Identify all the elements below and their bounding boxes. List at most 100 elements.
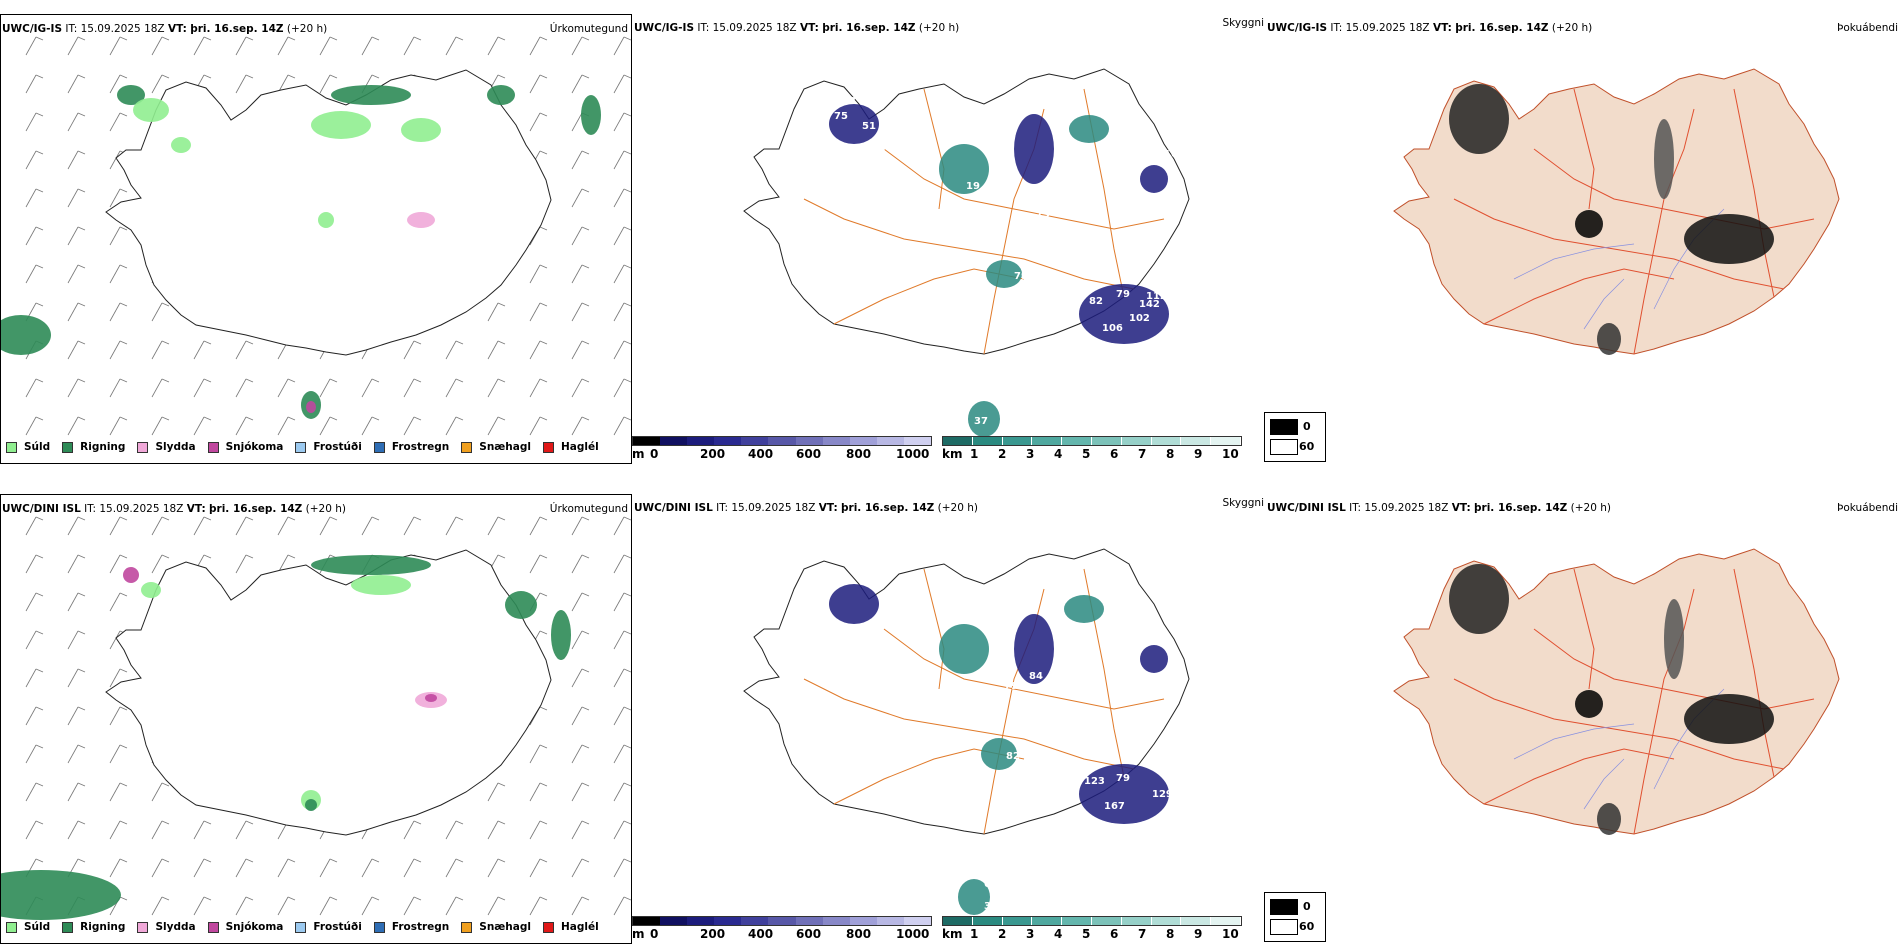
colorbar-tick: 400 <box>748 447 774 461</box>
fog-legend: 0 60 <box>1264 892 1326 942</box>
legend-item: Slydda <box>137 441 196 453</box>
legend-swatch <box>461 921 473 933</box>
ceiling-value-label: 75 <box>834 111 848 122</box>
legend-item: Súld <box>6 441 50 453</box>
visibility-title: Skyggni <box>1222 497 1265 509</box>
ceiling-value-label: 32 <box>984 901 998 912</box>
fog-panel-top: UWC/IG-IS IT: 15.09.2025 18Z VT: þri. 16… <box>1264 14 1900 464</box>
model-name: UWC/IG-IS <box>2 23 63 35</box>
colorbar-tick: 3 <box>1026 447 1035 461</box>
colorbar-ceiling: m 0 200 400 600 800 1000 <box>632 916 932 941</box>
visibility-title: Skyggni <box>1222 17 1265 29</box>
legend-label: Slydda <box>155 921 196 933</box>
ceiling-panel-bottom: UWC/DINI ISL IT: 15.09.2025 18Z VT: þri.… <box>632 494 1264 944</box>
fog-swatch-light <box>1270 439 1298 455</box>
ceiling-value-label: 73 <box>1036 209 1050 220</box>
fog-legend: 0 60 <box>1264 412 1326 462</box>
ceiling-value-label: 62 <box>984 879 998 890</box>
legend-label: Frostúði <box>313 921 362 933</box>
ceiling-value-label: 37 <box>974 416 988 427</box>
colorbar-tick: 3 <box>1026 927 1035 941</box>
legend-item: Frostregn <box>373 441 449 453</box>
legend-item: Haglél <box>542 921 599 933</box>
legend-item: Snæhagl <box>461 921 531 933</box>
ceiling-value-label: 79 <box>1004 681 1018 692</box>
visibility-unit: km <box>942 447 963 461</box>
panel-title: UWC/IG-IS IT: 15.09.2025 18Z VT: þri. 16… <box>2 23 328 35</box>
ceiling-value-label: 82 <box>1089 296 1103 307</box>
ceiling-swatches <box>632 436 932 446</box>
legend-label: Snjókoma <box>225 921 284 933</box>
visibility-swatches <box>942 436 1242 446</box>
ceiling-value-label: 72 <box>984 616 998 627</box>
ceiling-value-label: 116 <box>1169 776 1190 787</box>
ceiling-value-label: 84 <box>1029 671 1043 682</box>
legend-swatch <box>373 441 385 453</box>
colorbar-tick: 8 <box>1166 927 1175 941</box>
legend-swatch <box>6 441 17 453</box>
colorbar-tick: 4 <box>1054 447 1063 461</box>
legend-item: Haglél <box>542 441 599 453</box>
ceiling-value-label: 63 <box>842 96 856 107</box>
legend-swatch <box>461 441 473 453</box>
ceiling-value-label: 79 <box>1116 773 1130 784</box>
colorbar-tick: 600 <box>796 447 822 461</box>
colorbar-visibility: km 1 2 3 4 5 6 7 8 9 10 <box>942 436 1242 461</box>
fog-map <box>1393 548 1840 835</box>
legend-label: Haglél <box>560 921 599 933</box>
legend-label: Súld <box>24 441 51 453</box>
legend-swatch <box>62 441 74 453</box>
precip-panel-bottom: UWC/DINI ISL IT: 15.09.2025 18Z VT: þri.… <box>0 494 632 944</box>
ceiling-value-label: 148 <box>1124 149 1145 160</box>
ceiling-value-label: 112 <box>1146 291 1167 302</box>
ceiling-unit: m <box>632 447 645 461</box>
colorbar-tick: 4 <box>1054 927 1063 941</box>
ceiling-value-label: 79 <box>1014 271 1028 282</box>
colorbar-ceiling: m 0 200 400 600 800 1000 <box>632 436 932 461</box>
legend-label: Haglél <box>560 441 599 453</box>
legend-swatch <box>207 921 219 933</box>
colorbar-tick: 7 <box>1138 927 1147 941</box>
legend-item: Snjókoma <box>207 441 283 453</box>
colorbar-tick: 10 <box>1222 927 1239 941</box>
colorbar-tick: 6 <box>1110 447 1119 461</box>
ceiling-value-label: 68 <box>872 146 886 157</box>
colorbar-tick: 5 <box>1082 927 1091 941</box>
colorbar-tick: 800 <box>846 927 872 941</box>
legend-swatch <box>295 921 307 933</box>
legend-item: Frostregn <box>373 921 450 933</box>
legend-label: Snæhagl <box>479 921 531 933</box>
legend-swatch <box>542 441 554 453</box>
legend-swatch <box>62 921 74 933</box>
ceiling-value-label: 102 <box>1164 149 1185 160</box>
colorbar-visibility: km 1 2 3 4 5 6 7 8 9 10 <box>942 916 1242 941</box>
ceiling-value-label: 82 <box>1006 751 1020 762</box>
colorbar-tick: 0 <box>650 927 659 941</box>
panel-title: UWC/IG-IS IT: 15.09.2025 18Z VT: þri. 16… <box>1267 22 1593 34</box>
legend-item: Snæhagl <box>461 441 531 453</box>
fog-map <box>1393 68 1840 355</box>
legend-swatch <box>542 921 554 933</box>
ceiling-value-label: 79 <box>1116 289 1130 300</box>
fog-panel-bottom: UWC/DINI ISL IT: 15.09.2025 18Z VT: þri.… <box>1264 494 1900 944</box>
colorbar-tick: 2 <box>998 927 1007 941</box>
legend-label: Frostregn <box>391 921 450 933</box>
ceiling-panel-top: UWC/IG-IS IT: 15.09.2025 18Z VT: þri. 16… <box>632 14 1264 464</box>
legend-swatch <box>137 921 149 933</box>
ceiling-value-label: 106 <box>1102 323 1123 334</box>
fog-title: Þokuábendi <box>1837 502 1898 514</box>
legend-item: Slydda <box>137 921 196 933</box>
ceiling-value-label: 129 <box>1152 789 1173 800</box>
precip-type-title: Úrkomutegund <box>549 23 628 35</box>
ceiling-value-label: 68 <box>1184 173 1198 184</box>
colorbar-tick: 1000 <box>896 927 930 941</box>
colorbar-tick: 0 <box>650 447 659 461</box>
legend-label: Rigning <box>80 921 126 933</box>
legend-label: Súld <box>24 921 51 933</box>
legend-item: Snjókoma <box>207 921 284 933</box>
legend-swatch <box>6 921 17 933</box>
ceiling-value-label: 19 <box>966 181 980 192</box>
colorbar-tick: 200 <box>700 927 726 941</box>
legend-swatch <box>137 441 149 453</box>
legend-item: Rigning <box>62 441 125 453</box>
